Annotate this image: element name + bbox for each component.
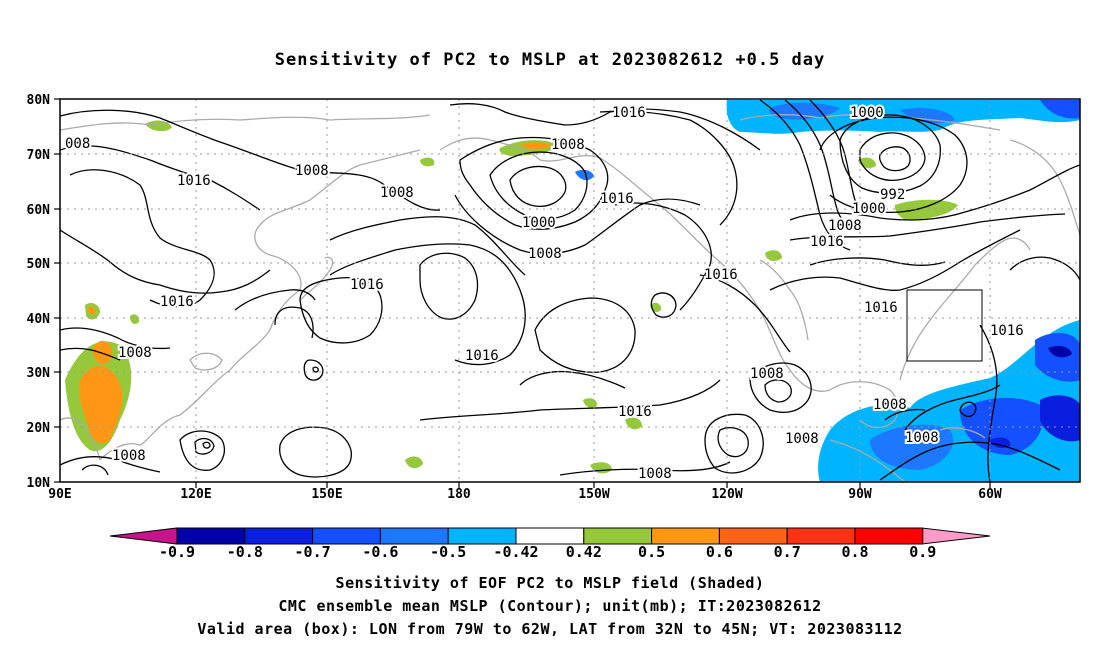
- lat-tick-label: 10N: [27, 476, 51, 491]
- valid-area-box: [906, 289, 983, 362]
- colorbar-tick-label: -0.42: [493, 543, 538, 561]
- lat-ticks: [54, 98, 60, 483]
- coastlines: [60, 113, 1080, 482]
- colorbar-tick-label: -0.6: [362, 543, 398, 561]
- contour-label: 1008: [118, 345, 152, 361]
- colorbar-tick-label: 0.9: [909, 543, 936, 561]
- colorbar-bin: [312, 527, 381, 545]
- colorbar-tick-label: 0.5: [638, 543, 665, 561]
- contour-label: 1008: [295, 163, 329, 179]
- colorbar-bin: [447, 527, 517, 545]
- contour-label: 1008: [528, 246, 562, 262]
- lat-tick-label: 40N: [27, 312, 51, 327]
- contour-label: 1000: [852, 201, 886, 217]
- lat-tick-label: 20N: [27, 421, 51, 436]
- colorbar-tick-label: -0.7: [295, 543, 331, 561]
- contour-label: 1008: [112, 448, 146, 464]
- colorbar-bin: [583, 527, 653, 545]
- caption-valid-area: Valid area (box): LON from 79W to 62W, L…: [197, 620, 903, 638]
- contour-label: 1016: [990, 323, 1024, 339]
- colorbar-bin: [718, 527, 788, 545]
- colorbar-bin: [651, 527, 720, 545]
- contour-label: 992: [880, 187, 905, 203]
- contour-label: 1016: [612, 105, 646, 121]
- lat-lon-grid: [60, 99, 1080, 482]
- contour-label: 1008: [750, 366, 784, 382]
- contour-label: 008: [65, 136, 90, 152]
- plot-frame: [59, 98, 1081, 483]
- colorbar-tick-label: -0.5: [430, 543, 466, 561]
- contour-label: 1000: [522, 215, 556, 231]
- contour-label: 1008: [785, 431, 819, 447]
- longitude-axis: 90E 120E 150E 180 150W 120W 90W 60W: [48, 487, 1002, 502]
- lon-tick-label: 180: [447, 487, 471, 502]
- colorbar: -0.9 -0.8 -0.7 -0.6 -0.5 -0.42 0.42 0.5 0.6 0.7 0.…: [109, 527, 991, 561]
- contour-label: 1008: [873, 397, 907, 413]
- colorbar-bin: [176, 527, 246, 545]
- contour-label: 1016: [864, 300, 898, 316]
- colorbar-tick-label: 0.42: [566, 543, 602, 561]
- colorbar-tick-label: -0.8: [227, 543, 263, 561]
- latitude-axis: 80N 70N 60N 50N 40N 30N 20N 10N: [27, 93, 51, 491]
- lat-tick-label: 60N: [27, 203, 51, 218]
- lon-tick-label: 150W: [578, 487, 609, 502]
- contour-labels: 1016 1000 992 1000 1008 1016 1016 1016 1…: [63, 103, 1026, 484]
- contour-label: 1016: [177, 173, 211, 189]
- contour-label: 1016: [465, 348, 499, 364]
- colorbar-tick-label: -0.9: [159, 543, 195, 561]
- lon-tick-label: 90E: [48, 487, 71, 502]
- colorbar-bin: [786, 527, 856, 545]
- contour-label: 1016: [160, 294, 194, 310]
- contour-label: 1016: [600, 191, 634, 207]
- caption-contour: CMC ensemble mean MSLP (Contour); unit(m…: [278, 597, 822, 615]
- contour-label: 1016: [350, 277, 384, 293]
- contour-label: 1008: [905, 430, 939, 446]
- lon-ticks: [195, 482, 991, 488]
- contour-label: 1016: [704, 267, 738, 283]
- mslp-contours: [60, 99, 1080, 482]
- contour-label: 1016: [618, 404, 652, 420]
- lat-tick-label: 70N: [27, 148, 51, 163]
- colorbar-bin: [854, 527, 924, 545]
- lon-tick-label: 120E: [180, 487, 211, 502]
- lon-tick-label: 120W: [711, 487, 742, 502]
- contour-label: 1008: [828, 218, 862, 234]
- lat-tick-label: 80N: [27, 93, 51, 108]
- lon-tick-label: 90W: [848, 487, 872, 502]
- colorbar-bin: [379, 527, 449, 545]
- colorbar-tick-label: 0.6: [706, 543, 733, 561]
- lon-tick-label: 150E: [311, 487, 342, 502]
- contour-label: 1008: [551, 137, 585, 153]
- colorbar-bin: [515, 527, 585, 545]
- contour-label: 1016: [810, 234, 844, 250]
- lat-tick-label: 30N: [27, 366, 51, 381]
- contour-label: 1000: [850, 105, 884, 121]
- contour-label: 1008: [638, 466, 672, 482]
- colorbar-tick-label: 0.7: [774, 543, 801, 561]
- colorbar-bin: [244, 527, 314, 545]
- colorbar-tick-label: 0.8: [841, 543, 868, 561]
- colorbar-low-end: [109, 527, 178, 545]
- map-title: Sensitivity of PC2 to MSLP at 2023082612…: [274, 50, 826, 70]
- lon-tick-label: 60W: [978, 487, 1002, 502]
- caption-shaded: Sensitivity of EOF PC2 to MSLP field (Sh…: [335, 574, 765, 592]
- contour-label: 1008: [380, 185, 414, 201]
- colorbar-high-end: [921, 527, 991, 545]
- lat-tick-label: 50N: [27, 257, 51, 272]
